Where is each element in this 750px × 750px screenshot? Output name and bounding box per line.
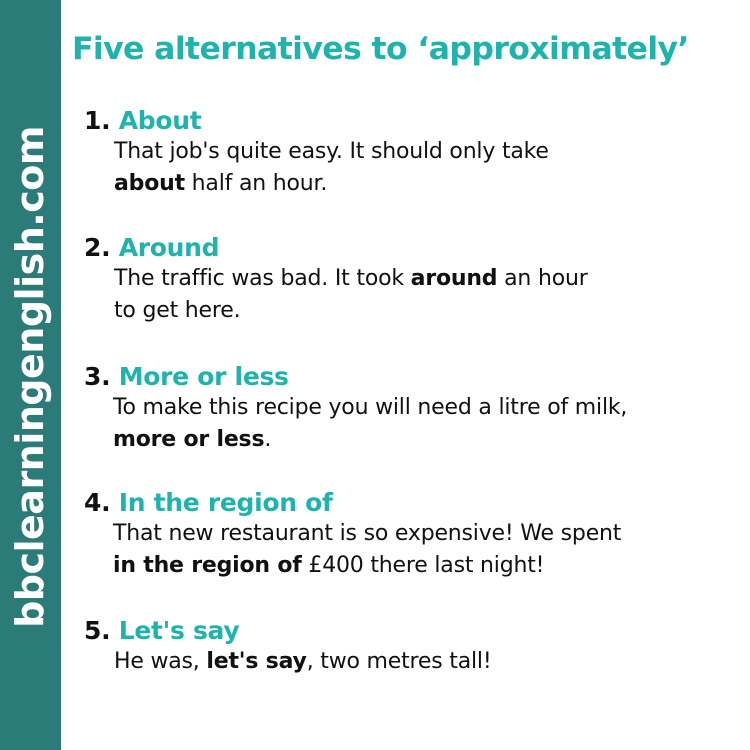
item-heading: 2. Around [84, 233, 744, 263]
item-number: 2. [84, 233, 111, 262]
example-sentence: He was, let's say, two metres tall! [114, 646, 744, 678]
example-text: To make this recipe you will need a litr… [113, 395, 628, 420]
item-phrase: More or less [118, 362, 289, 391]
item-heading: 1. About [84, 106, 744, 136]
example-text: He was, [114, 649, 207, 674]
example-line: That new restaurant is so expensive! We … [113, 518, 744, 550]
example-sentence: The traffic was bad. It took around an h… [114, 263, 744, 327]
list-item-about: 1. About That job's quite easy. It shoul… [84, 106, 744, 200]
example-text: £400 there last night! [301, 553, 545, 578]
example-line: That job's quite easy. It should only ta… [114, 136, 744, 168]
item-number: 4. [84, 488, 111, 517]
item-heading: 5. Let's say [84, 616, 744, 646]
item-phrase: In the region of [118, 488, 333, 517]
example-line: He was, let's say, two metres tall! [114, 646, 744, 678]
example-text: half an hour. [184, 171, 328, 196]
highlighted-phrase: about [114, 171, 185, 196]
example-line: about half an hour. [114, 168, 744, 200]
example-text: The traffic was bad. It took [114, 266, 411, 291]
sidebar-banner: bbclearningenglish.com [0, 0, 61, 750]
highlighted-phrase: in the region of [113, 553, 302, 578]
list-item-lets-say: 5. Let's say He was, let's say, two metr… [84, 616, 744, 678]
example-text: , two metres tall! [306, 649, 492, 674]
example-text: to get here. [114, 298, 241, 323]
example-sentence: To make this recipe you will need a litr… [113, 392, 744, 456]
item-number: 3. [84, 362, 111, 391]
example-text: That job's quite easy. It should only ta… [114, 139, 549, 164]
item-heading: 3. More or less [84, 362, 744, 392]
item-phrase: Around [118, 233, 220, 262]
example-line: in the region of £400 there last night! [113, 550, 744, 582]
example-line: To make this recipe you will need a litr… [113, 392, 744, 424]
example-line: to get here. [114, 295, 744, 327]
highlighted-phrase: more or less [113, 427, 265, 452]
example-text: an hour [497, 266, 588, 291]
example-line: more or less. [113, 424, 744, 456]
example-text: . [264, 427, 272, 452]
example-text: That new restaurant is so expensive! We … [113, 521, 622, 546]
example-line: The traffic was bad. It took around an h… [114, 263, 744, 295]
item-heading: 4. In the region of [84, 488, 744, 518]
item-number: 1. [84, 106, 111, 135]
list-item-around: 2. Around The traffic was bad. It took a… [84, 233, 744, 327]
item-phrase: Let's say [118, 616, 240, 645]
list-item-more-or-less: 3. More or less To make this recipe you … [84, 362, 744, 456]
list-item-in-the-region-of: 4. In the region of That new restaurant … [84, 488, 744, 582]
website-watermark: bbclearningenglish.com [8, 126, 52, 628]
item-phrase: About [118, 106, 202, 135]
example-sentence: That new restaurant is so expensive! We … [113, 518, 744, 582]
example-sentence: That job's quite easy. It should only ta… [114, 136, 744, 200]
highlighted-phrase: around [410, 266, 498, 291]
highlighted-phrase: let's say [206, 649, 307, 674]
item-number: 5. [84, 616, 111, 645]
page-title: Five alternatives to ‘approximately’ [72, 31, 689, 67]
